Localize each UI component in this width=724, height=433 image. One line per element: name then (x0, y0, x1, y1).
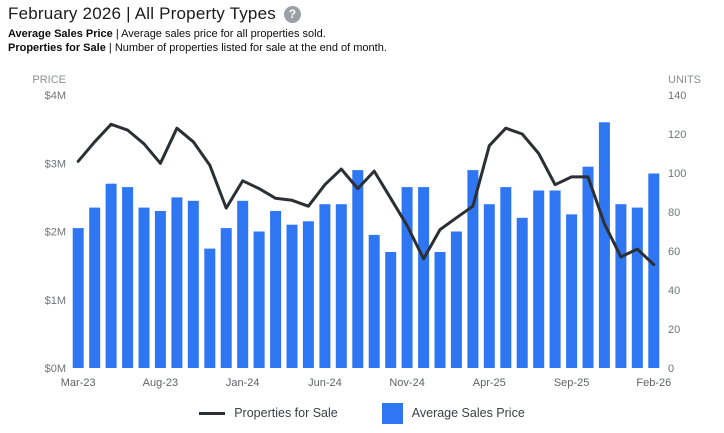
bar-May-23 (105, 183, 117, 368)
description-text: Average sales price for all properties s… (121, 28, 326, 40)
description-properties-for-sale: Properties for Sale | Number of properti… (8, 42, 387, 56)
bar-May-24 (302, 221, 314, 368)
description-text: Number of properties listed for sale at … (114, 41, 387, 54)
bar-series-swatch (381, 402, 403, 424)
bar-Mar-23 (72, 228, 84, 368)
bar-Aug-23 (154, 211, 166, 368)
x-axis-tick: Sep-25 (554, 377, 589, 389)
bar-Oct-23 (187, 200, 199, 368)
chart-header: February 2026 | All Property Types ? Ave… (8, 4, 387, 55)
legend-item-properties-for-sale: Properties for Sale (199, 406, 338, 420)
x-axis-tick: Jun-24 (308, 377, 342, 389)
bar-Jun-24 (319, 204, 331, 368)
right-axis-tick: 60 (668, 246, 680, 258)
bar-Jul-24 (335, 204, 347, 368)
properties-for-sale-line (76, 122, 656, 267)
bar-Jun-25 (516, 217, 528, 368)
help-icon[interactable]: ? (283, 5, 301, 23)
bar-Nov-24 (401, 187, 413, 368)
title-row: February 2026 | All Property Types ? (8, 4, 387, 24)
description-separator: | (105, 41, 115, 54)
right-axis-tick: 80 (668, 207, 680, 219)
bar-Sep-25 (566, 214, 578, 368)
bar-Jul-23 (138, 207, 150, 368)
descriptions: Average Sales Price | Average sales pric… (8, 28, 387, 55)
legend-label-average-sales-price: Average Sales Price (411, 406, 525, 420)
x-axis-tick: Jan-24 (226, 377, 260, 389)
left-axis-title: PRICE (32, 74, 66, 86)
bar-Apr-23 (89, 207, 101, 368)
bar-Oct-25 (582, 166, 594, 368)
x-axis-tick: Mar-23 (61, 377, 96, 389)
bar-Dec-25 (615, 204, 627, 368)
left-axis-tick: $1M (45, 295, 66, 307)
bar-Jul-25 (533, 190, 545, 368)
bar-Nov-25 (598, 122, 610, 368)
bar-Feb-25 (450, 231, 462, 368)
bar-Apr-25 (483, 204, 495, 368)
bar-May-25 (500, 187, 512, 368)
bar-Feb-24 (253, 231, 265, 368)
bar-Jan-24 (237, 200, 249, 368)
bar-Aug-24 (352, 170, 364, 368)
bar-Jan-25 (434, 252, 446, 368)
line-series-swatch (199, 411, 226, 415)
left-axis-tick: $4M (45, 90, 66, 102)
right-axis-title: UNITS (668, 74, 701, 86)
bar-Dec-23 (220, 228, 232, 368)
bar-Jan-26 (631, 207, 643, 368)
description-term: Average Sales Price (8, 28, 113, 40)
left-axis-tick: $0M (45, 363, 66, 375)
right-axis-tick: 0 (668, 363, 674, 375)
page-title: February 2026 | All Property Types (8, 4, 276, 23)
bar-Feb-26 (648, 173, 660, 368)
right-axis-tick: 120 (668, 129, 686, 141)
chart-legend: Properties for Sale Average Sales Price (0, 401, 724, 425)
bar-Apr-24 (286, 224, 298, 368)
bar-Sep-23 (171, 197, 183, 368)
legend-label-properties-for-sale: Properties for Sale (234, 406, 338, 420)
x-axis-tick: Apr-25 (473, 377, 506, 389)
right-axis-tick: 20 (668, 324, 680, 336)
right-axis-tick: 100 (668, 168, 686, 180)
bar-Sep-24 (368, 234, 380, 368)
description-separator: | (112, 28, 122, 40)
description-term: Properties for Sale (8, 41, 106, 54)
bar-Jun-23 (122, 187, 134, 368)
legend-item-average-sales-price: Average Sales Price (381, 402, 525, 424)
x-axis-tick: Feb-26 (636, 377, 671, 389)
left-axis-tick: $3M (45, 158, 66, 170)
left-axis-tick: $2M (45, 227, 66, 239)
bar-Nov-23 (204, 248, 216, 368)
bar-Aug-25 (549, 190, 561, 368)
right-axis-tick: 140 (668, 90, 686, 102)
right-axis-tick: 40 (668, 285, 680, 297)
bar-Oct-24 (385, 252, 397, 368)
bar-Mar-25 (467, 170, 479, 368)
bar-Mar-24 (270, 211, 282, 368)
x-axis-tick: Aug-23 (143, 377, 178, 389)
bar-Dec-24 (418, 187, 430, 368)
description-average-sales-price: Average Sales Price | Average sales pric… (8, 28, 387, 42)
x-axis-tick: Nov-24 (389, 377, 424, 389)
